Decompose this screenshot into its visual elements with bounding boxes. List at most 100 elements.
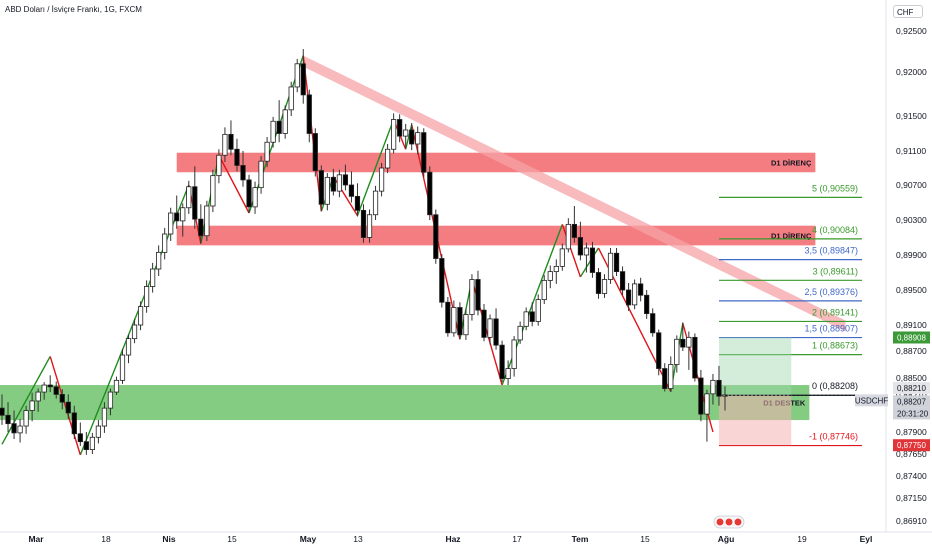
candle-body-83 [499, 344, 505, 379]
zigzag-up-5 [356, 119, 395, 216]
zone-label-resistance-upper: D1 DİRENÇ [771, 158, 812, 167]
candle-body-48 [288, 86, 294, 111]
candle-body-113 [680, 338, 686, 348]
candle-body-94 [565, 223, 571, 250]
candle-body-61 [366, 214, 373, 238]
y-tick-13: 0,87650 [896, 449, 927, 459]
candle-body-16 [95, 425, 101, 438]
price-tags-layer: 0,889080,882100,88207USDCHF20:31:200,877… [855, 331, 930, 452]
candle-body-23 [137, 306, 144, 326]
candle-body-80 [481, 309, 487, 338]
candle-body-18 [107, 391, 114, 409]
candle-body-67 [403, 129, 409, 137]
candle-body-19 [113, 379, 120, 393]
price-tag-2: 0,88207 [897, 397, 926, 406]
candle-body-101 [607, 252, 614, 280]
candle-body-62 [372, 190, 379, 216]
candle-body-54 [324, 176, 330, 205]
candle-body-76 [457, 307, 463, 336]
candle-body-110 [662, 368, 668, 389]
candle-body-51 [306, 94, 312, 134]
candle-body-1 [5, 414, 11, 425]
x-tick-6: Haz [445, 534, 460, 544]
candle-body-35 [210, 175, 216, 207]
position-target-area [718, 337, 792, 396]
candle-body-9 [53, 386, 59, 395]
fib-label-9: -1 (0,87746) [809, 432, 858, 442]
candle-body-22 [131, 324, 138, 340]
candle-body-53 [318, 170, 324, 205]
candle-body-93 [559, 248, 565, 267]
fib-label-5: 2 (0,89141) [812, 307, 858, 317]
zone-support [0, 385, 810, 421]
candle-body-58 [348, 184, 355, 197]
y-tick-15: 0,87150 [896, 493, 927, 503]
candle-body-66 [397, 119, 403, 137]
price-tag-bg-1 [893, 382, 930, 394]
candle-body-106 [638, 283, 644, 296]
zigzag-up-0 [1, 356, 51, 445]
candle-body-13 [77, 433, 83, 443]
candle-body-100 [601, 279, 608, 294]
candle-body-97 [583, 247, 590, 256]
zigzag-up-2 [200, 155, 220, 244]
candle-body-63 [378, 167, 385, 192]
candle-body-103 [619, 271, 626, 291]
candle-body-10 [59, 394, 65, 403]
x-tick-1: 18 [101, 534, 111, 544]
zigzag-up-3 [248, 55, 304, 214]
candle-body-57 [342, 174, 349, 186]
price-tag-1: 0,88210 [897, 384, 926, 393]
zone-resistance-upper [176, 152, 816, 173]
candle-body-92 [553, 265, 559, 273]
candle-body-25 [150, 268, 156, 287]
candle-body-59 [354, 195, 361, 211]
price-tag-bg-0 [893, 331, 930, 344]
candle-body-91 [547, 271, 553, 281]
x-tick-9: 15 [640, 534, 650, 544]
candle-body-26 [156, 251, 162, 270]
candle-body-60 [360, 209, 367, 238]
candle-body-30 [180, 207, 186, 222]
candle-body-98 [589, 247, 596, 273]
candle-body-21 [125, 338, 132, 356]
candle-body-38 [228, 133, 234, 150]
candle-body-74 [445, 301, 451, 334]
candle-body-8 [47, 384, 53, 388]
fib-label-1: 4 (0,90084) [812, 225, 858, 235]
candle-body-107 [644, 294, 650, 315]
y-tick-1: 0,92000 [896, 67, 927, 77]
candle-body-64 [384, 148, 391, 169]
candle-body-81 [487, 318, 493, 338]
candle-body-27 [162, 233, 168, 253]
candle-body-14 [83, 441, 89, 450]
candle-body-33 [198, 218, 204, 237]
candle-body-28 [168, 212, 174, 235]
candle-body-37 [222, 133, 228, 156]
candles-layer [0, 49, 886, 455]
event-flag-dot-icon-2 [733, 517, 743, 527]
candle-body-85 [511, 339, 517, 369]
candle-body-32 [192, 186, 198, 220]
x-tick-0: Mar [28, 534, 44, 544]
y-tick-11: 0,88210 [896, 390, 927, 400]
candle-body-96 [577, 237, 584, 256]
candle-body-17 [101, 407, 108, 427]
candle-body-50 [300, 63, 306, 96]
fib-label-0: 5 (0,90559) [812, 183, 858, 193]
x-tick-4: May [300, 534, 317, 544]
candle-body-105 [632, 283, 638, 306]
candle-body-69 [415, 132, 421, 145]
y-tick-0: 0,92500 [896, 26, 927, 36]
candle-body-40 [240, 165, 246, 181]
candle-body-87 [523, 311, 529, 327]
candle-body-31 [186, 186, 192, 209]
price-tag-bg-2 [893, 395, 930, 408]
price-tag-bg-5 [893, 439, 930, 452]
x-tick-5: 13 [353, 534, 363, 544]
currency-button[interactable]: CHF [893, 5, 923, 18]
x-tick-12: Eyl [860, 534, 873, 544]
candle-body-75 [451, 307, 457, 334]
